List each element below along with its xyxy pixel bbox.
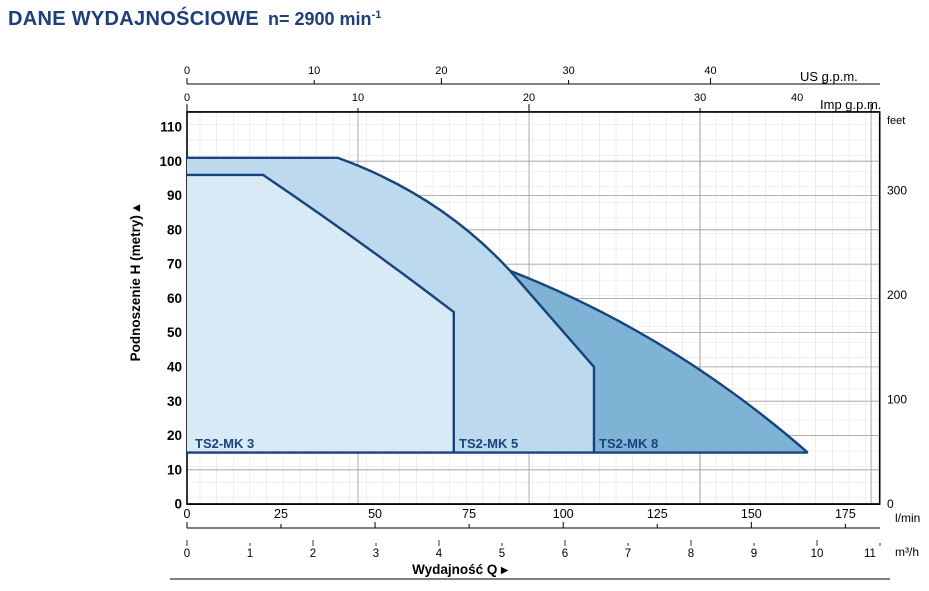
svg-text:Wydajność Q ▸: Wydajność Q ▸ [412, 562, 509, 577]
svg-text:1: 1 [247, 548, 253, 560]
svg-text:75: 75 [462, 507, 476, 521]
svg-text:l/min: l/min [895, 511, 920, 525]
svg-text:11: 11 [864, 548, 876, 560]
svg-text:0: 0 [184, 548, 190, 560]
svg-text:0: 0 [887, 497, 894, 511]
svg-text:40: 40 [167, 360, 182, 375]
svg-text:110: 110 [160, 120, 182, 135]
svg-text:feet: feet [887, 115, 905, 127]
svg-text:5: 5 [499, 548, 505, 560]
svg-text:10: 10 [811, 548, 824, 560]
svg-text:80: 80 [167, 222, 182, 237]
svg-text:US g.p.m.: US g.p.m. [800, 69, 858, 84]
svg-text:20: 20 [435, 65, 447, 77]
svg-text:10: 10 [308, 65, 320, 77]
svg-text:20: 20 [167, 428, 182, 443]
svg-text:50: 50 [368, 507, 382, 521]
svg-text:100: 100 [553, 507, 574, 521]
svg-text:20: 20 [523, 92, 535, 104]
svg-text:40: 40 [791, 92, 803, 104]
svg-text:30: 30 [562, 65, 574, 77]
svg-text:175: 175 [835, 507, 856, 521]
svg-text:100: 100 [887, 393, 907, 407]
svg-text:Podnoszenie H (metry) ▴: Podnoszenie H (metry) ▴ [128, 203, 143, 361]
svg-text:3: 3 [373, 548, 379, 560]
svg-text:30: 30 [694, 92, 706, 104]
svg-text:7: 7 [625, 548, 631, 560]
svg-text:125: 125 [647, 507, 668, 521]
svg-text:8: 8 [688, 548, 694, 560]
svg-text:0: 0 [184, 92, 190, 104]
svg-text:TS2-MK 5: TS2-MK 5 [459, 436, 518, 451]
svg-text:0: 0 [184, 507, 191, 521]
svg-text:50: 50 [167, 325, 182, 340]
svg-text:25: 25 [274, 507, 288, 521]
svg-text:100: 100 [159, 154, 182, 169]
svg-text:10: 10 [167, 462, 182, 477]
svg-text:9: 9 [751, 548, 757, 560]
svg-text:m³/h: m³/h [895, 545, 919, 559]
svg-text:200: 200 [887, 288, 907, 302]
svg-text:Imp g.p.m.: Imp g.p.m. [820, 97, 881, 112]
svg-text:TS2-MK 8: TS2-MK 8 [599, 436, 658, 451]
svg-text:70: 70 [167, 257, 182, 272]
svg-text:0: 0 [174, 497, 182, 512]
svg-text:4: 4 [436, 548, 443, 560]
svg-text:10: 10 [352, 92, 364, 104]
svg-text:90: 90 [167, 188, 182, 203]
svg-text:TS2-MK 3: TS2-MK 3 [195, 436, 254, 451]
svg-text:30: 30 [167, 394, 182, 409]
svg-text:0: 0 [184, 65, 190, 77]
svg-text:300: 300 [887, 184, 907, 198]
svg-text:2: 2 [310, 548, 316, 560]
svg-text:60: 60 [167, 291, 182, 306]
svg-text:150: 150 [741, 507, 762, 521]
svg-text:40: 40 [704, 65, 716, 77]
svg-text:6: 6 [562, 548, 568, 560]
